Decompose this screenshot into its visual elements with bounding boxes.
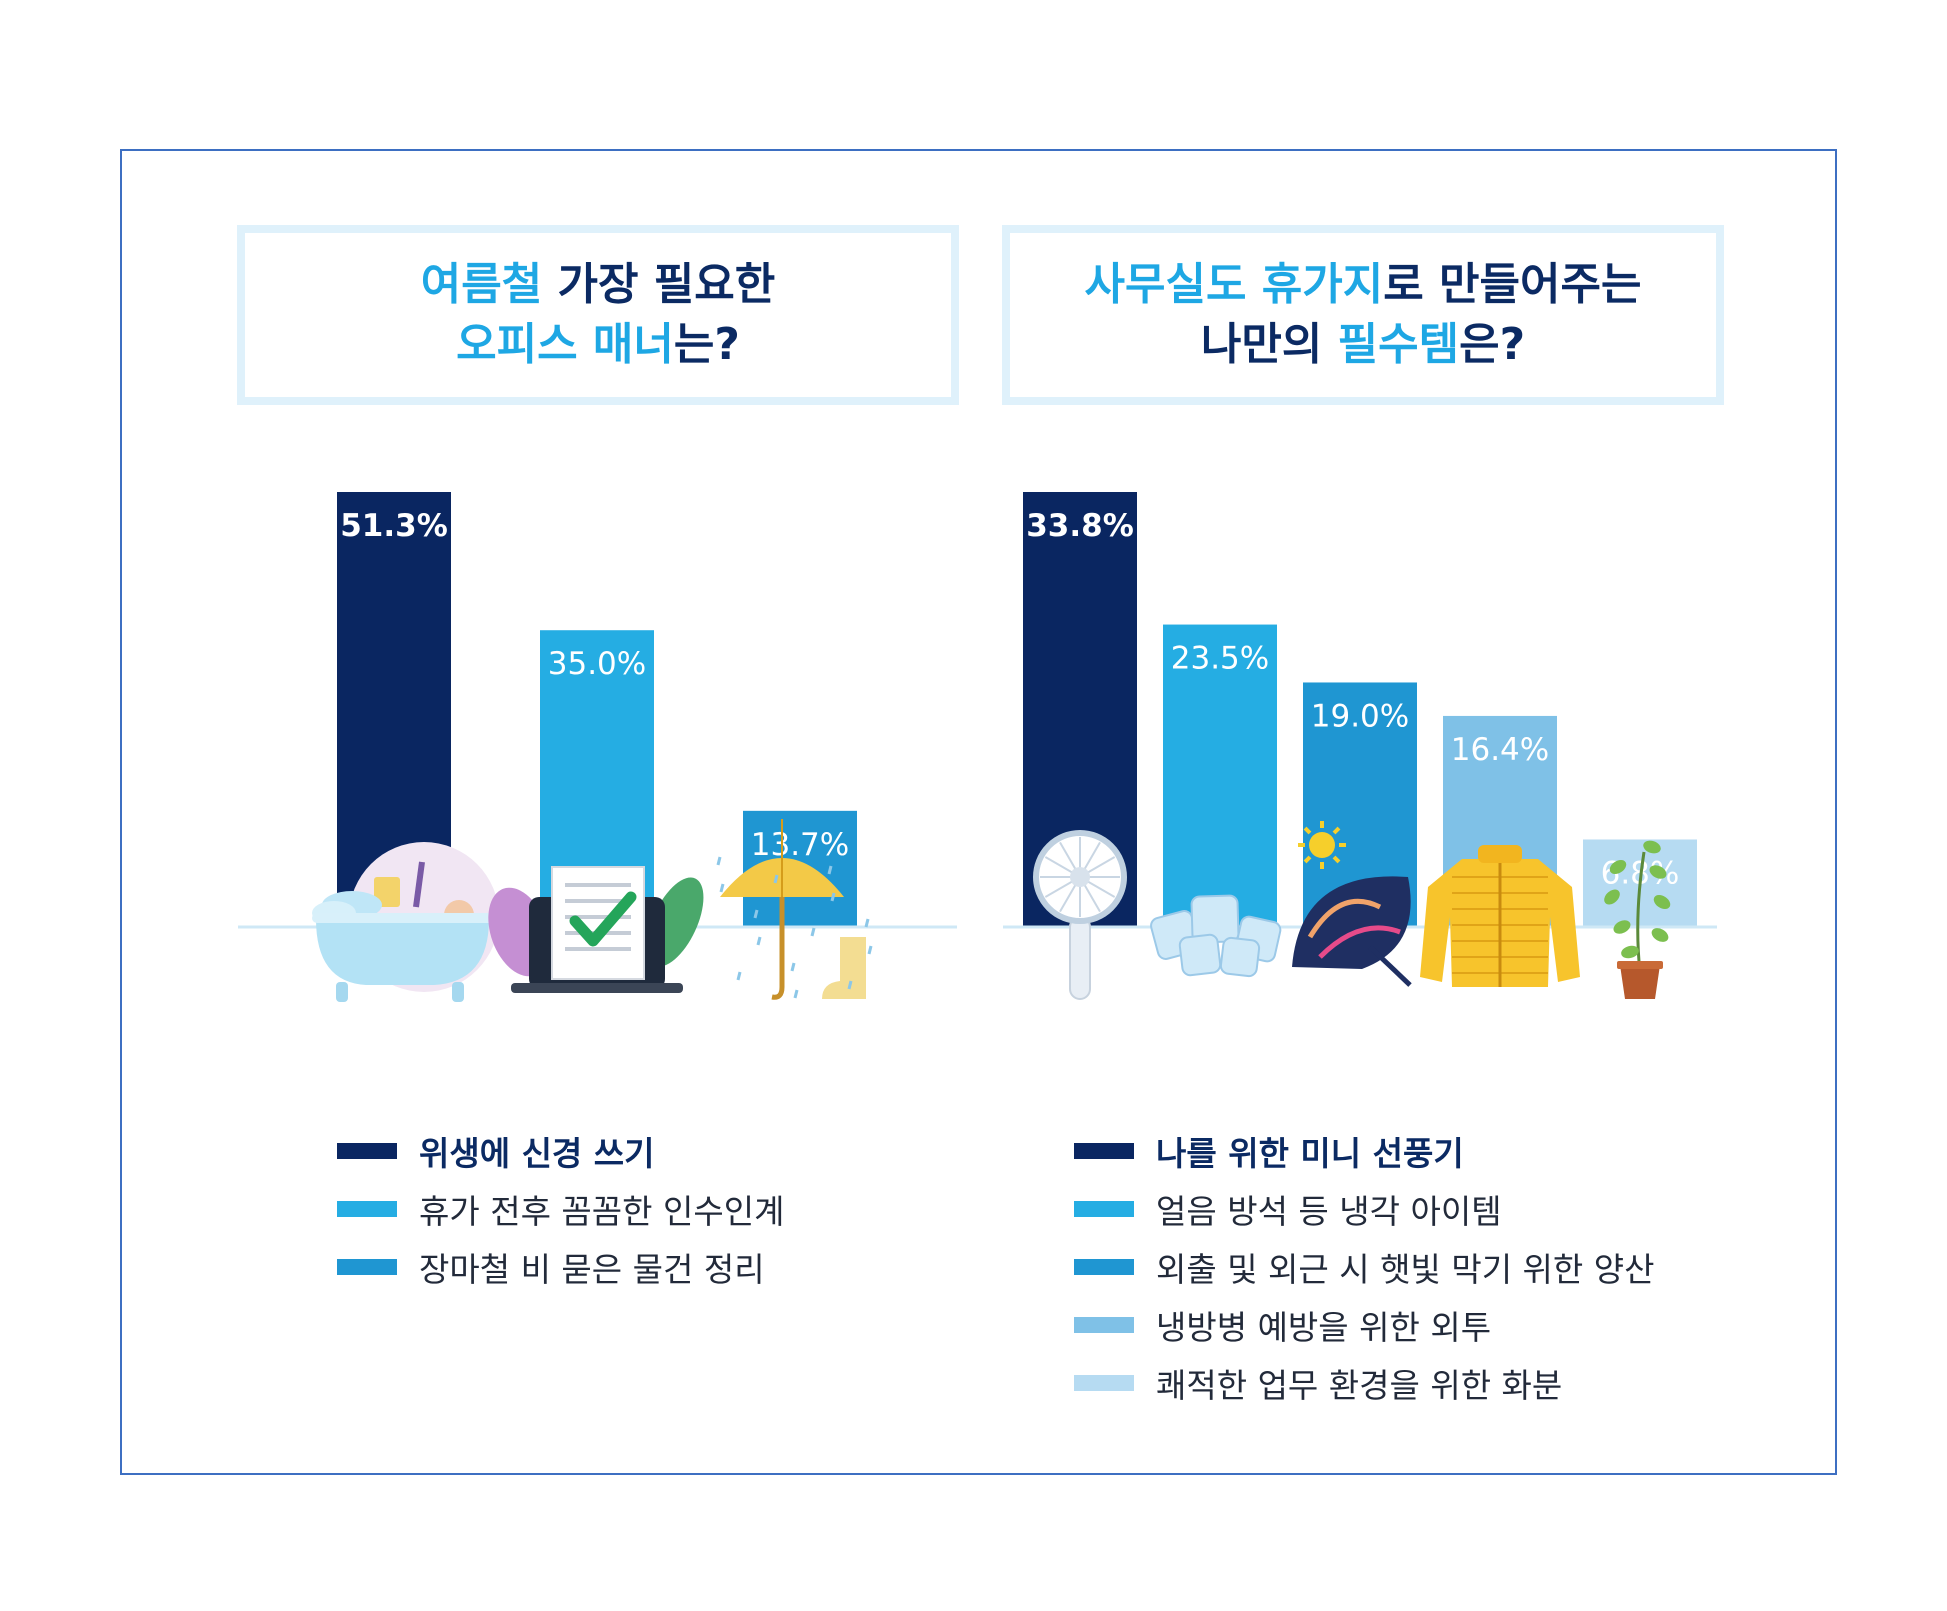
left-legend-item-1: 위생에 신경 쓰기: [337, 1122, 784, 1180]
padded-jacket-icon: [1420, 845, 1580, 987]
legend-label: 외출 및 외근 시 햇빛 막기 위한 양산: [1156, 1250, 1655, 1289]
legend-label: 위생에 신경 쓰기: [419, 1134, 655, 1173]
right-bar-chart: 33.8%23.5%19.0%16.4%6.8%: [1003, 492, 1717, 1000]
right-bar-2: [1163, 624, 1277, 927]
parasol-icon: [1292, 821, 1412, 987]
right-legend-item-4: 냉방병 예방을 위한 외투: [1074, 1296, 1654, 1354]
right-bar-value-label-3: 19.0%: [1311, 698, 1409, 734]
left-title-box: 여름철 가장 필요한 오피스 매너는?: [237, 225, 959, 405]
legend-swatch: [337, 1259, 397, 1275]
document-check-icon: [488, 866, 704, 993]
left-title-line-2: 오피스 매너는?: [456, 315, 740, 375]
legend-label: 나를 위한 미니 선풍기: [1156, 1134, 1464, 1173]
title-segment: 은?: [1459, 319, 1526, 370]
title-segment: 필수템: [1337, 319, 1460, 370]
title-segment: 나만의: [1200, 319, 1338, 370]
title-segment: 여름철: [420, 259, 543, 310]
legend-swatch: [1074, 1201, 1134, 1217]
legend-swatch: [337, 1143, 397, 1159]
umbrella-boot-icon: [716, 819, 873, 1000]
bathtub-icon: [312, 842, 499, 1002]
legend-swatch: [1074, 1375, 1134, 1391]
right-legend-item-5: 쾌적한 업무 환경을 위한 화분: [1074, 1354, 1654, 1412]
legend-label: 쾌적한 업무 환경을 위한 화분: [1156, 1366, 1563, 1405]
right-bar-value-label-4: 16.4%: [1451, 732, 1549, 768]
title-segment: 오피스 매너: [456, 319, 674, 370]
right-title-line-2: 나만의 필수템은?: [1201, 315, 1525, 375]
left-title-line-1: 여름철 가장 필요한: [421, 255, 776, 315]
legend-swatch: [1074, 1259, 1134, 1275]
title-segment: 로 만들어주는: [1383, 259, 1642, 310]
potted-plant-icon: [1604, 840, 1671, 999]
legend-label: 냉방병 예방을 위한 외투: [1156, 1308, 1492, 1347]
title-segment: 는?: [673, 319, 740, 370]
legend-swatch: [337, 1201, 397, 1217]
legend-label: 얼음 방석 등 냉각 아이템: [1156, 1192, 1502, 1231]
left-bar-value-label-2: 35.0%: [548, 646, 646, 682]
ice-cubes-icon: [1150, 894, 1282, 978]
left-bar-value-label-1: 51.3%: [340, 508, 448, 544]
right-legend-item-2: 얼음 방석 등 냉각 아이템: [1074, 1180, 1654, 1238]
legend-label: 장마철 비 묻은 물건 정리: [419, 1250, 765, 1289]
right-title-line-1: 사무실도 휴가지로 만들어주는: [1085, 255, 1642, 315]
right-legend-item-1: 나를 위한 미니 선풍기: [1074, 1122, 1654, 1180]
legend-swatch: [1074, 1317, 1134, 1333]
right-bar-value-label-2: 23.5%: [1171, 641, 1269, 677]
title-segment: 가장 필요한: [542, 259, 776, 310]
legend-label: 휴가 전후 꼼꼼한 인수인계: [419, 1192, 785, 1231]
legend-swatch: [1074, 1143, 1134, 1159]
mini-fan-icon: [1033, 830, 1127, 1000]
title-segment: 사무실도 휴가지: [1084, 259, 1384, 310]
left-bar-value-label-3: 13.7%: [751, 827, 849, 863]
left-bar-chart: 51.3% 35.0% 13.7%: [238, 492, 957, 1002]
right-legend-item-3: 외출 및 외근 시 햇빛 막기 위한 양산: [1074, 1238, 1654, 1296]
infographic-frame: [120, 149, 1837, 1475]
left-legend-item-2: 휴가 전후 꼼꼼한 인수인계: [337, 1180, 784, 1238]
right-title-box: 사무실도 휴가지로 만들어주는 나만의 필수템은?: [1002, 225, 1724, 405]
right-bar-value-label-1: 33.8%: [1026, 508, 1134, 544]
left-legend-item-3: 장마철 비 묻은 물건 정리: [337, 1238, 784, 1296]
